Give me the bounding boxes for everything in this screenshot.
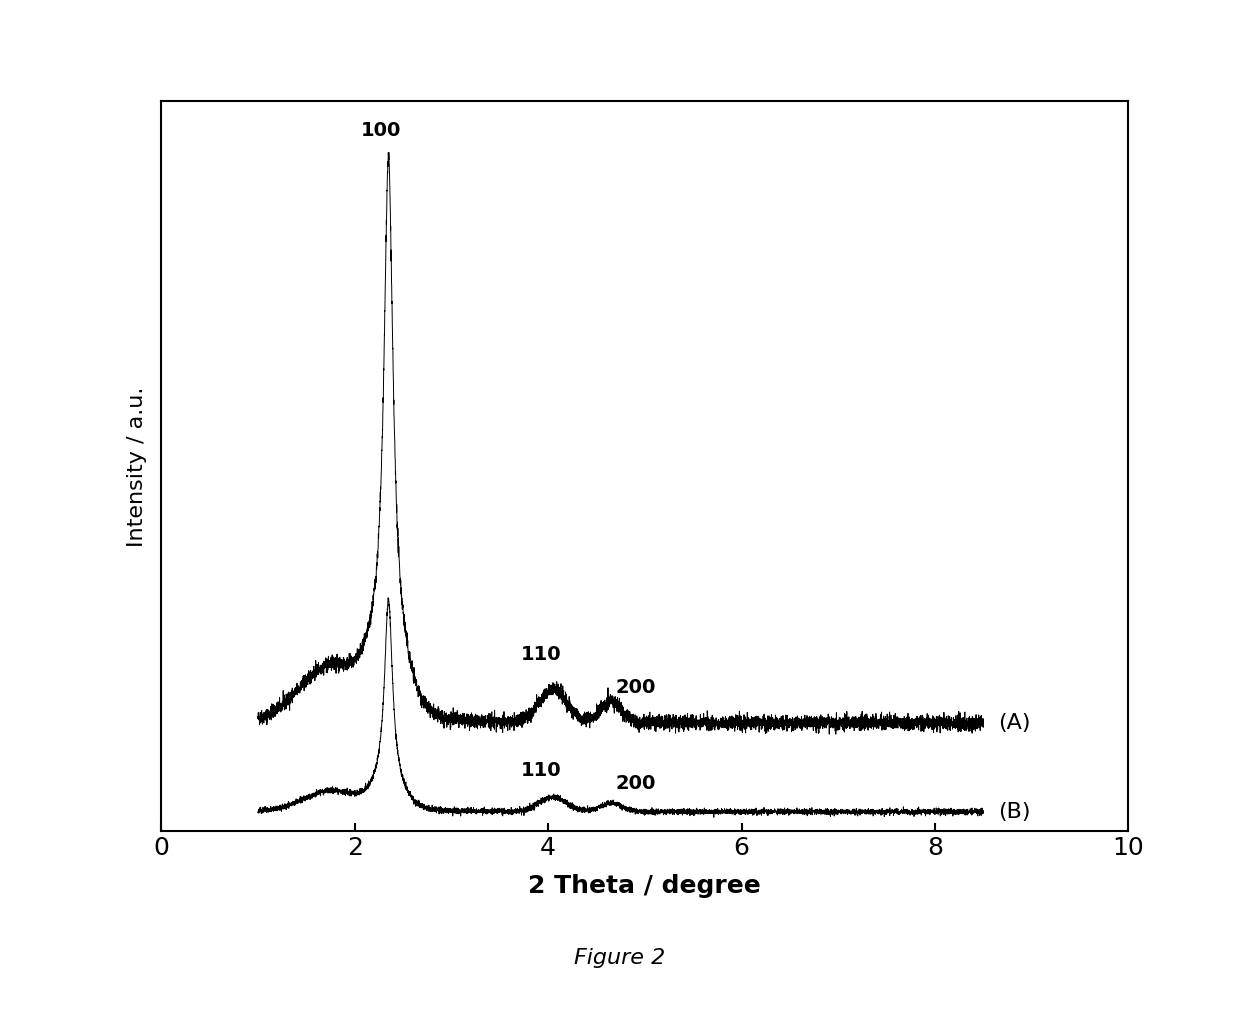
Text: (B): (B) [998,802,1030,821]
Y-axis label: Intensity / a.u.: Intensity / a.u. [128,386,148,547]
Text: Figure 2: Figure 2 [574,948,666,968]
Text: 110: 110 [521,645,562,664]
Text: (A): (A) [998,713,1030,733]
Text: 110: 110 [521,762,562,780]
Text: 200: 200 [616,775,656,793]
Text: 100: 100 [361,122,401,140]
Text: 200: 200 [616,677,656,697]
X-axis label: 2 Theta / degree: 2 Theta / degree [528,874,761,898]
